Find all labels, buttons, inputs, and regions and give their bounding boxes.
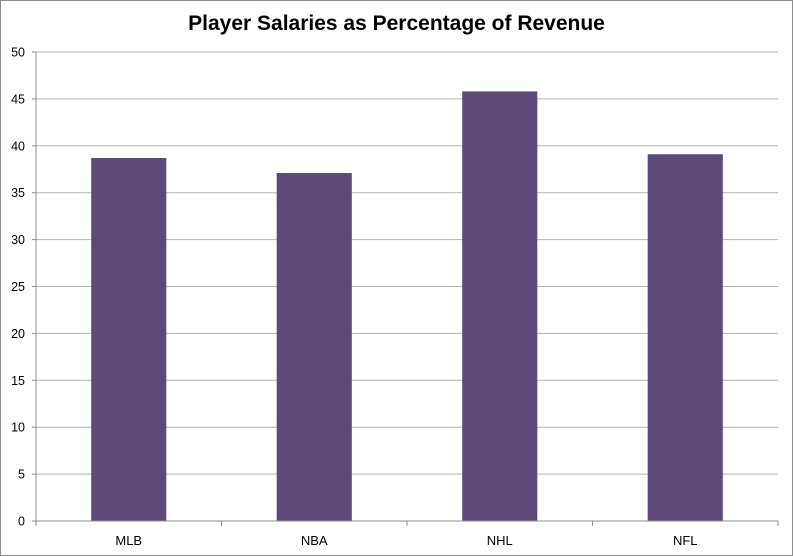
bar-nhl: [462, 91, 538, 522]
y-tick-labels: 0 5 10 15 20 25 30 35 40 45 50: [11, 46, 25, 529]
bars: [91, 91, 723, 522]
y-tick-label: 35: [11, 186, 25, 200]
axes: [32, 51, 779, 526]
chart-title: Player Salaries as Percentage of Revenue: [188, 12, 605, 35]
y-tick-label: 5: [18, 468, 25, 482]
bar-nba: [276, 173, 352, 521]
y-tick-label: 10: [11, 421, 25, 435]
y-tick-label: 30: [11, 233, 25, 247]
y-tick-label: 45: [11, 92, 25, 106]
y-tick-label: 50: [11, 46, 25, 60]
x-category-label: NBA: [301, 533, 328, 548]
x-category-labels: MLB NBA NHL NFL: [115, 533, 697, 548]
x-category-label: MLB: [115, 533, 142, 548]
y-tick-label: 25: [11, 280, 25, 294]
bar-nfl: [647, 154, 723, 521]
y-tick-label: 20: [11, 327, 25, 341]
x-category-label: NHL: [487, 533, 513, 548]
y-tick-label: 15: [11, 374, 25, 388]
y-tick-label: 0: [18, 515, 25, 529]
y-tick-label: 40: [11, 139, 25, 153]
x-category-label: NFL: [673, 533, 698, 548]
bar-mlb: [91, 157, 167, 521]
